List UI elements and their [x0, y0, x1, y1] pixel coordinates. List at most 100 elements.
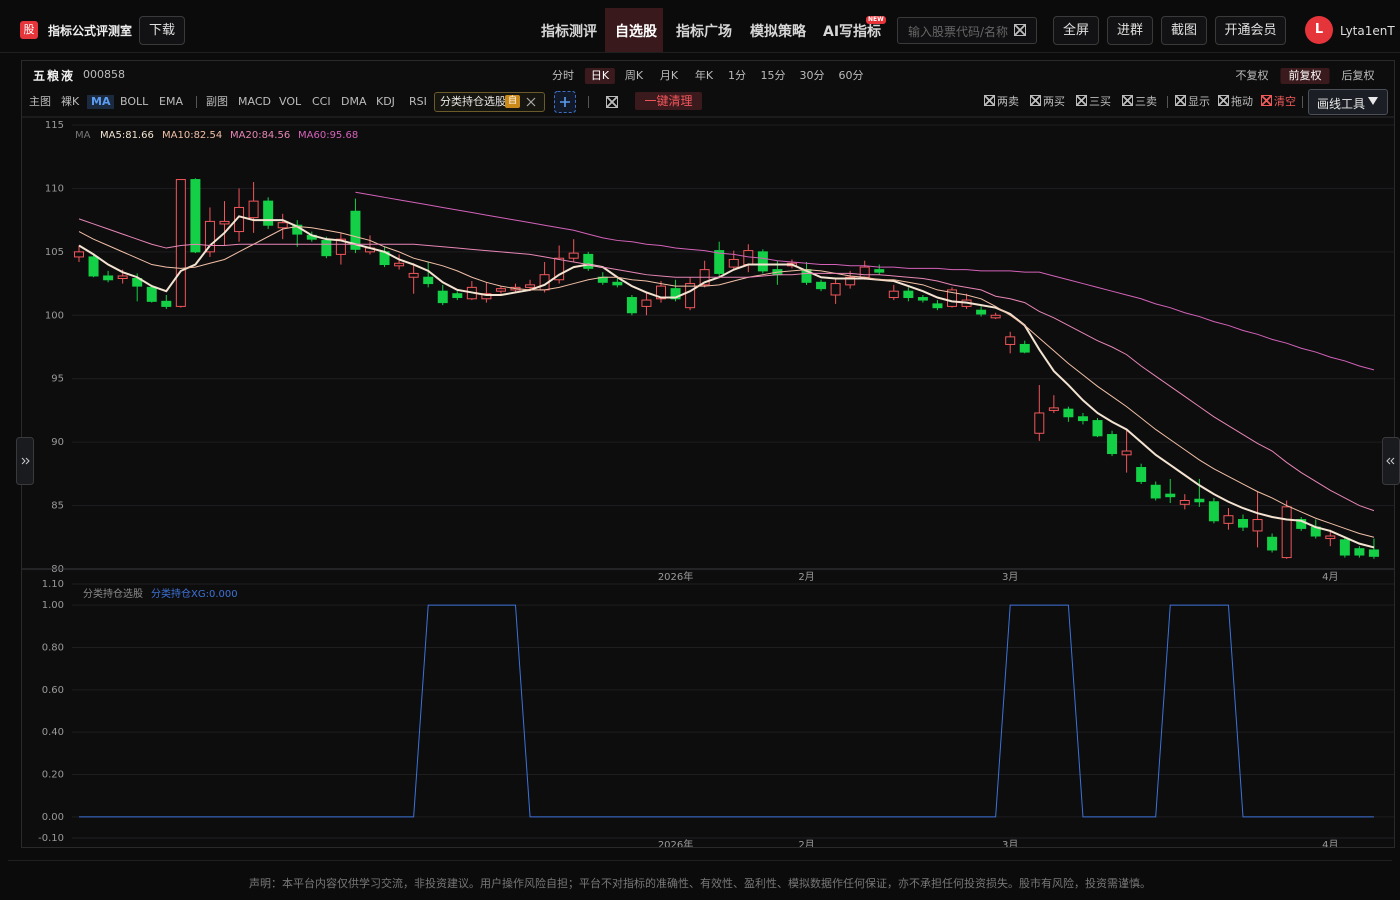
adjust-tab[interactable]: 后复权	[1341, 69, 1375, 82]
y-tick-label: -0.10	[38, 833, 64, 844]
header-button[interactable]: 开通会员	[1215, 16, 1286, 45]
sub-tool[interactable]: CCI	[312, 95, 331, 108]
nav-item[interactable]: 自选股	[615, 24, 657, 40]
sub-tool[interactable]: KDJ	[376, 95, 395, 108]
draw-toggle[interactable]: 显示	[1175, 95, 1210, 109]
candle-body	[714, 250, 725, 274]
candle-body	[175, 179, 186, 307]
toggle-label: 两买	[1043, 95, 1065, 108]
formula-tag-close[interactable]	[526, 97, 536, 107]
delete-icon[interactable]	[606, 96, 618, 108]
candle-body	[903, 290, 914, 299]
x-tick-label: 4月	[1322, 839, 1338, 851]
period-tab[interactable]: 周K	[624, 69, 644, 82]
period-tab[interactable]: 月K	[659, 69, 679, 82]
period-tab[interactable]: 1分	[728, 69, 746, 82]
toggle-label: 三卖	[1135, 95, 1157, 108]
candle-body	[437, 290, 448, 304]
candle-body	[1252, 519, 1263, 532]
adjust-tab[interactable]: 前复权	[1280, 68, 1330, 84]
candle-body	[670, 288, 681, 300]
candle-body	[1005, 336, 1016, 345]
candle-body	[1150, 484, 1161, 499]
candle-body	[161, 300, 172, 307]
series-line	[355, 191, 1375, 371]
adjust-tab[interactable]: 不复权	[1235, 69, 1269, 82]
sub-tool[interactable]: RSI	[409, 95, 427, 108]
candle-body	[219, 220, 230, 225]
y-tick-label: 95	[51, 374, 64, 385]
period-tab[interactable]: 年K	[694, 69, 714, 82]
separator	[588, 96, 589, 108]
candle-body	[1034, 412, 1045, 434]
period-tab[interactable]: 日K	[584, 68, 616, 84]
search-box[interactable]	[897, 17, 1037, 44]
candle-body	[204, 220, 215, 253]
candle-body	[394, 262, 405, 267]
sub-tool[interactable]: VOL	[279, 95, 302, 108]
logo[interactable]: 股	[20, 21, 38, 39]
candle-body	[1368, 549, 1379, 557]
candle-body	[888, 290, 899, 299]
main-tool[interactable]: 主图	[29, 95, 51, 108]
add-formula-button[interactable]	[554, 91, 576, 113]
header-button[interactable]: 全屏	[1053, 16, 1099, 45]
signal-toggle[interactable]: 三卖	[1122, 95, 1157, 109]
sub-tool[interactable]: MACD	[238, 95, 271, 108]
search-clear-icon[interactable]	[1014, 24, 1026, 36]
header-divider	[0, 52, 1400, 53]
y-tick-label: 0.60	[42, 685, 64, 696]
candle-body	[263, 200, 274, 226]
clear-button[interactable]: 一键清理	[635, 92, 702, 110]
candle-body	[74, 251, 84, 258]
signal-toggle[interactable]: 两买	[1030, 95, 1065, 109]
candle-body	[1107, 434, 1118, 455]
candle-body	[1223, 515, 1234, 524]
signal-toggle[interactable]: 三买	[1076, 95, 1111, 109]
draw-toggle[interactable]: 清空	[1261, 95, 1296, 109]
nav-active-bg	[605, 8, 663, 52]
x-tick-label: 4月	[1322, 571, 1338, 583]
legend-entry: MA20:84.56	[230, 130, 290, 141]
nav-item[interactable]: 模拟策略	[750, 24, 806, 40]
candle-body	[1281, 506, 1292, 559]
period-tab[interactable]: 30分	[799, 69, 825, 82]
candle-body	[1208, 501, 1219, 522]
right-side-tab[interactable]	[1382, 437, 1400, 485]
draw-toggle[interactable]: 拖动	[1218, 95, 1253, 109]
series-line	[79, 604, 1374, 818]
candle-body	[656, 285, 666, 300]
signal-toggle[interactable]: 两卖	[984, 95, 1019, 109]
sub-tool[interactable]: 副图	[206, 95, 228, 108]
period-tab[interactable]: 分时	[552, 69, 574, 82]
main-tool[interactable]: 裸K	[61, 95, 80, 108]
legend-entry: MA10:82.54	[162, 130, 222, 141]
candle-body	[917, 297, 928, 301]
nav-item[interactable]: 指标广场	[676, 24, 732, 40]
candle-body	[452, 293, 463, 299]
avatar[interactable]: L	[1305, 16, 1333, 44]
candle-body	[1354, 548, 1365, 556]
period-tab[interactable]: 15分	[760, 69, 786, 82]
main-tool[interactable]: MA	[87, 95, 115, 109]
nav-item[interactable]: AI写指标	[823, 24, 882, 40]
left-side-tab[interactable]	[16, 437, 34, 485]
download-button[interactable]: 下载	[139, 16, 185, 45]
header-button[interactable]: 截图	[1161, 16, 1207, 45]
x-tick-label: 2月	[798, 839, 814, 851]
main-tool[interactable]: BOLL	[120, 95, 149, 108]
period-tab[interactable]: 60分	[838, 69, 864, 82]
y-tick-label: 0.00	[42, 812, 64, 823]
candle-body	[1077, 416, 1088, 422]
toggle-label: 三买	[1089, 95, 1111, 108]
main-tool[interactable]: EMA	[159, 95, 183, 108]
candle-body	[1019, 343, 1030, 353]
candle-body	[976, 309, 987, 315]
sub-tool[interactable]: DMA	[341, 95, 367, 108]
disclaimer: 声明：本平台内容仅供学习交流，非投资建议。用户操作风险自担；平台不对指标的准确性…	[249, 877, 1151, 890]
header-button[interactable]: 进群	[1107, 16, 1153, 45]
legend-entry: 分类持仓XG:0.000	[151, 587, 238, 600]
username[interactable]: Lyta1enT	[1340, 24, 1395, 38]
nav-item[interactable]: 指标测评	[541, 24, 597, 40]
